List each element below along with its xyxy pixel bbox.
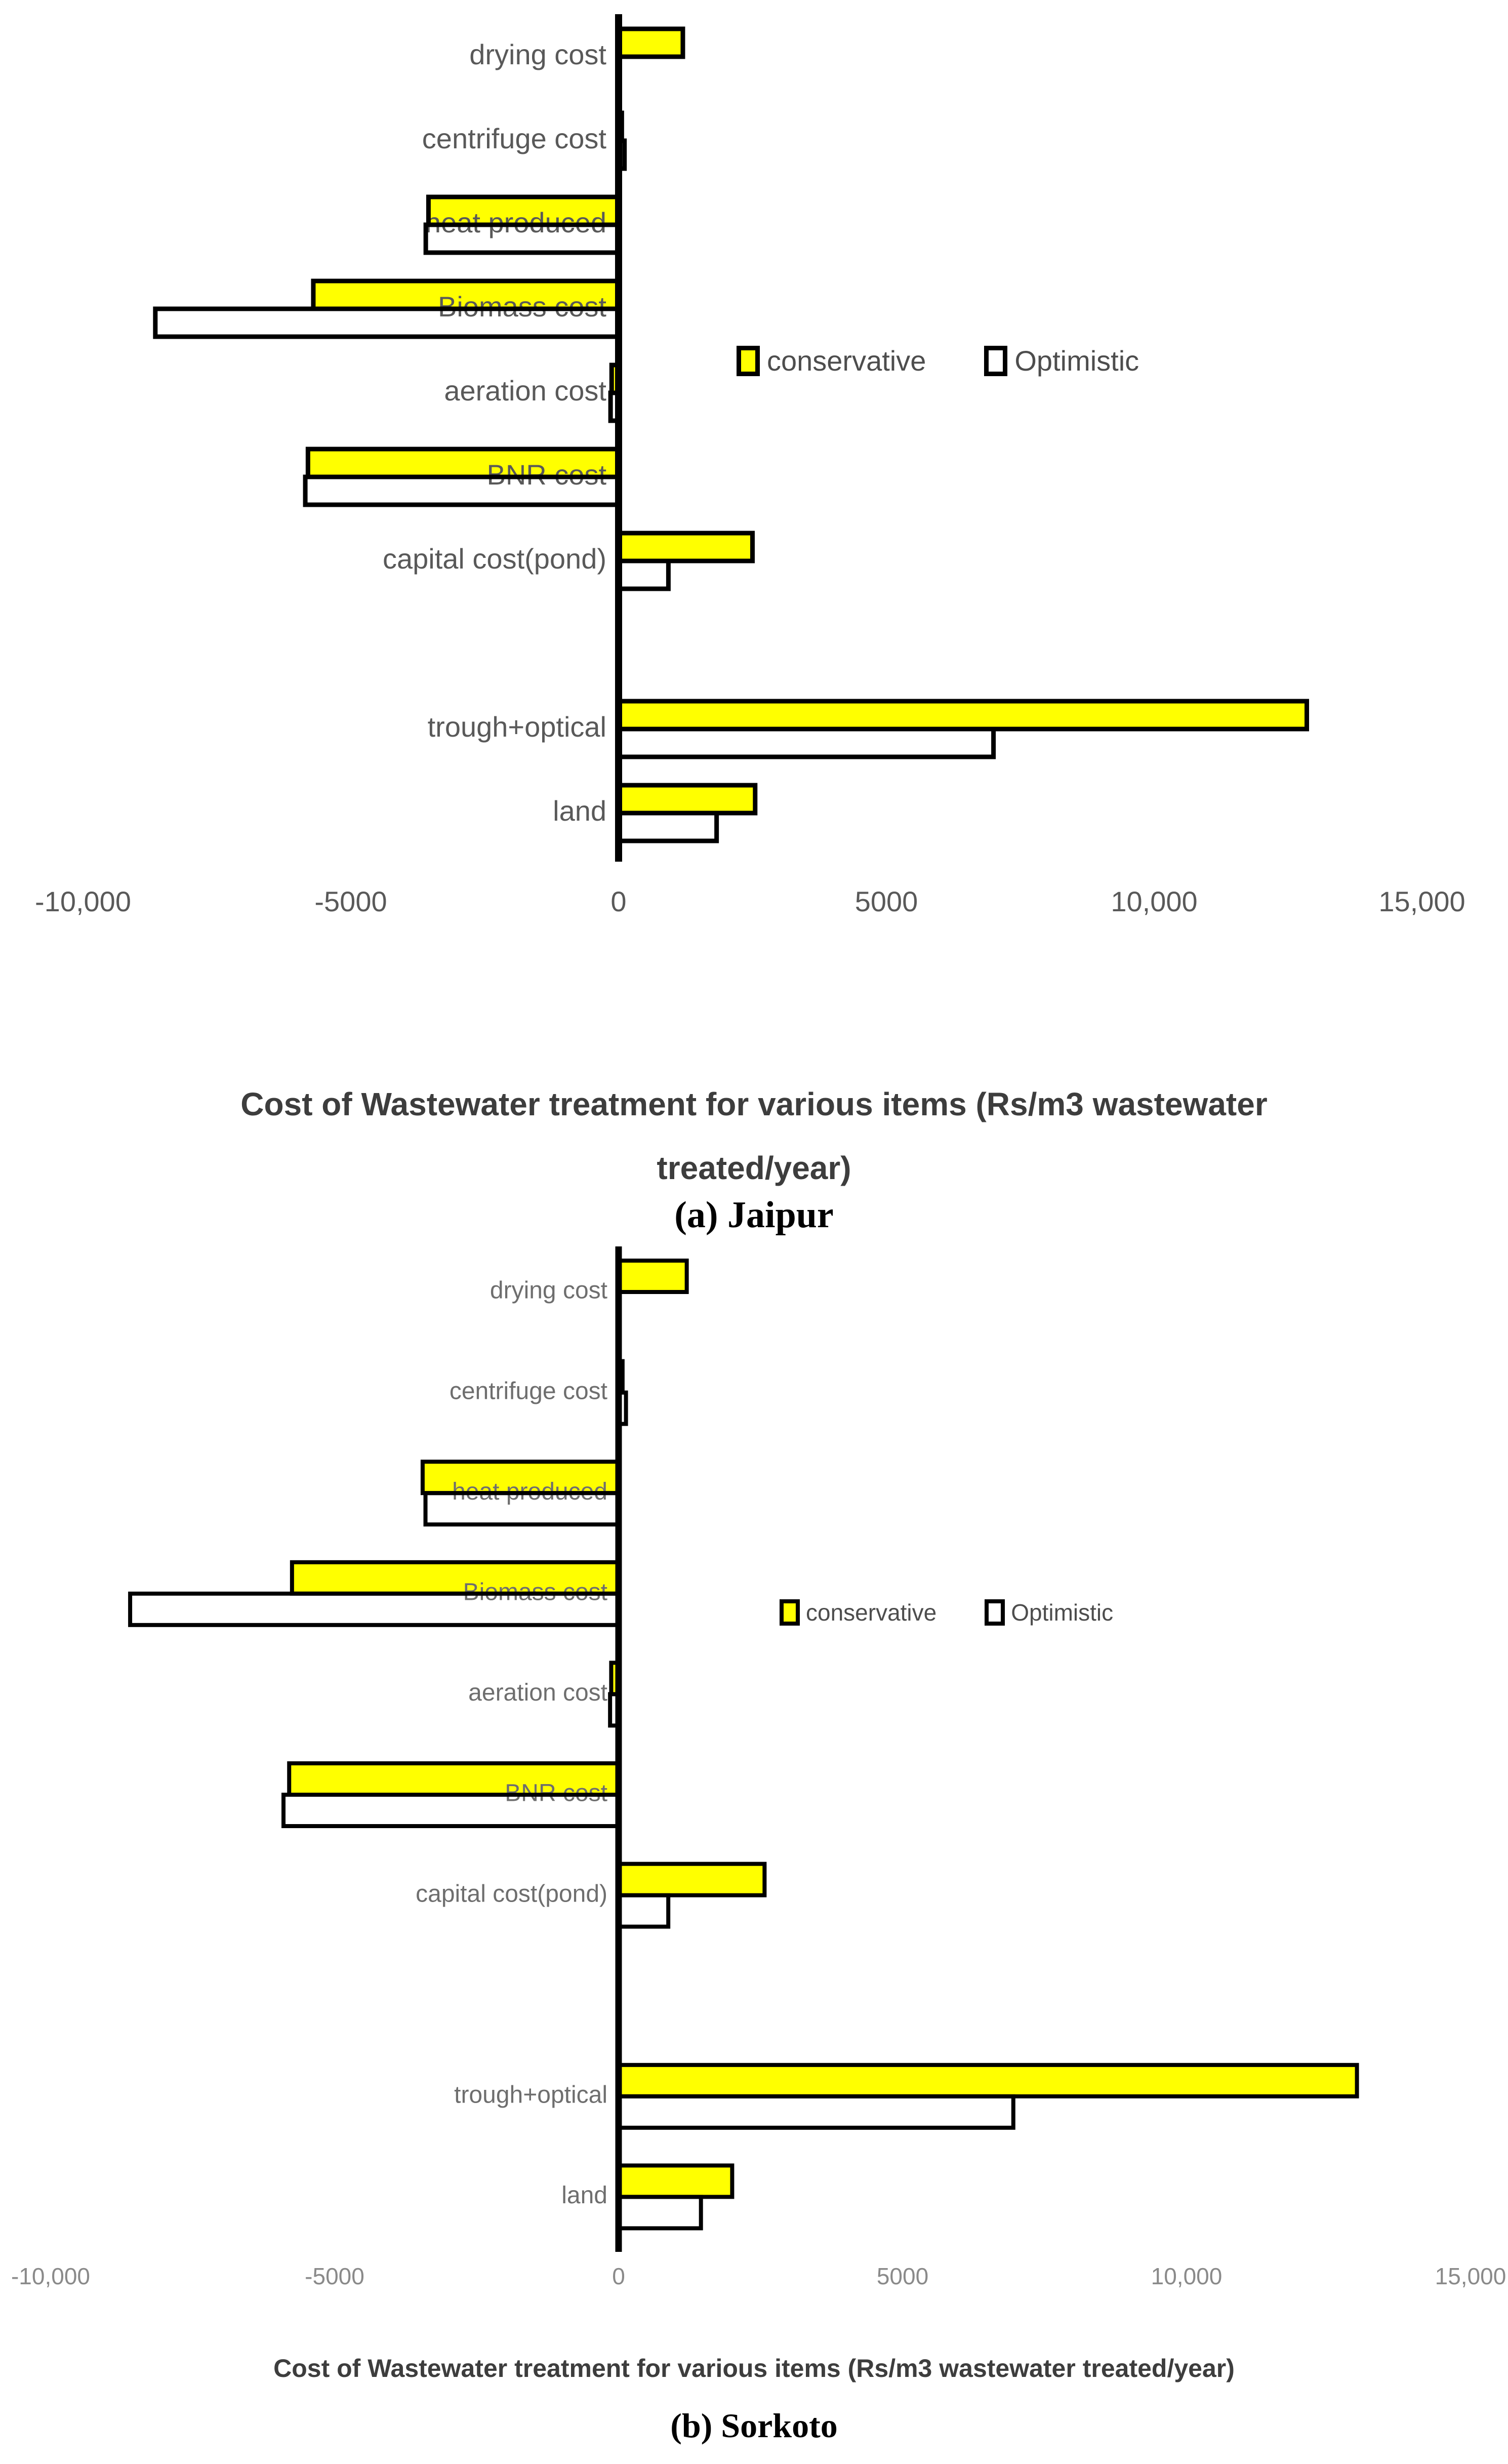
- sorkoto-legend-item-optimistic: Optimistic: [985, 1599, 1113, 1626]
- bar-fill-optimistic-bnr-cost: [283, 1795, 619, 1826]
- optimistic-swatch-icon: [985, 1599, 1005, 1626]
- optimistic-legend-label: Optimistic: [1014, 345, 1139, 377]
- bar-fill-conservative-heat-produced: [428, 197, 619, 225]
- bar-fill-conservative-drying-cost: [619, 29, 683, 57]
- category-label-centrifuge-cost: centrifuge cost: [450, 1378, 607, 1404]
- bar-fill-conservative-bnr-cost: [289, 1763, 619, 1795]
- category-label-land: land: [561, 2182, 607, 2209]
- category-label-trough-optical: trough+optical: [454, 2081, 607, 2108]
- x-tick-label--5000: -5000: [314, 885, 387, 917]
- optimistic-legend-label: Optimistic: [1011, 1599, 1114, 1626]
- bar-fill-conservative-heat-produced: [422, 1462, 619, 1493]
- jaipur-legend: conservative Optimistic: [737, 344, 1139, 377]
- x-tick-label-5000: 5000: [855, 885, 918, 917]
- conservative-legend-label: conservative: [806, 1599, 937, 1626]
- category-label-heat-produced: heat produced: [425, 207, 606, 238]
- bar-fill-conservative-bnr-cost: [308, 449, 619, 477]
- bar-fill-conservative-capital-cost-pond-: [619, 1864, 765, 1895]
- jaipur-chart-title: Cost of Wastewater treatment for various…: [0, 1072, 1508, 1200]
- category-label-drying-cost: drying cost: [469, 38, 606, 70]
- bar-fill-optimistic-trough-optical: [619, 2096, 1013, 2128]
- bar-fill-optimistic-biomass-cost: [155, 309, 619, 337]
- conservative-swatch-icon: [737, 345, 760, 376]
- x-tick-label--5000: -5000: [305, 2263, 364, 2289]
- category-label-capital-cost-pond-: capital cost(pond): [416, 1880, 607, 1907]
- x-tick-label-10-000: 10,000: [1111, 885, 1197, 917]
- category-label-biomass-cost: Biomass cost: [438, 291, 606, 322]
- jaipur-legend-item-conservative: conservative: [737, 344, 926, 377]
- bar-fill-conservative-biomass-cost: [313, 281, 619, 309]
- bar-fill-optimistic-capital-cost-pond-: [619, 1895, 669, 1927]
- sorkoto-title-line-1: Cost of Wastewater treatment for various…: [273, 2354, 1235, 2382]
- x-tick-label--10-000: -10,000: [35, 885, 131, 917]
- x-tick-label-5000: 5000: [877, 2263, 928, 2289]
- optimistic-swatch-icon: [984, 345, 1008, 376]
- jaipur-title-line-1: Cost of Wastewater treatment for various…: [240, 1086, 1268, 1122]
- bar-fill-conservative-trough-optical: [619, 2065, 1357, 2096]
- bar-fill-optimistic-heat-produced: [425, 1493, 619, 1525]
- jaipur-caption: (a) Jaipur: [674, 1194, 834, 1236]
- bar-fill-conservative-capital-cost-pond-: [619, 533, 753, 561]
- sorkoto-caption: (b) Sorkoto: [670, 2406, 838, 2445]
- bar-fill-conservative-biomass-cost: [292, 1562, 619, 1594]
- jaipur-legend-item-optimistic: Optimistic: [984, 344, 1139, 377]
- sorkoto-chart-title: Cost of Wastewater treatment for various…: [0, 2353, 1508, 2384]
- conservative-legend-label: conservative: [767, 345, 926, 377]
- category-label-aeration-cost: aeration cost: [444, 375, 606, 407]
- bar-fill-optimistic-heat-produced: [426, 225, 619, 253]
- x-tick-label-15-000: 15,000: [1435, 2263, 1506, 2289]
- x-tick-label-0: 0: [610, 885, 626, 917]
- bar-fill-conservative-drying-cost: [619, 1261, 687, 1292]
- jaipur-title-line-2: treated/year): [657, 1150, 851, 1186]
- bar-fill-conservative-land: [619, 2165, 732, 2197]
- bar-fill-optimistic-land: [619, 813, 717, 841]
- category-label-capital-cost-pond-: capital cost(pond): [383, 543, 606, 575]
- category-label-centrifuge-cost: centrifuge cost: [422, 123, 607, 154]
- x-tick-label-0: 0: [612, 2263, 625, 2289]
- bar-fill-optimistic-bnr-cost: [305, 477, 619, 505]
- x-tick-label--10-000: -10,000: [11, 2263, 90, 2289]
- bar-fill-conservative-trough-optical: [619, 701, 1307, 729]
- x-tick-label-10-000: 10,000: [1151, 2263, 1222, 2289]
- bar-fill-optimistic-biomass-cost: [130, 1593, 619, 1625]
- category-label-aeration-cost: aeration cost: [468, 1679, 607, 1706]
- category-label-trough-optical: trough+optical: [428, 711, 606, 743]
- category-label-drying-cost: drying cost: [490, 1277, 607, 1304]
- sorkoto-legend-item-conservative: conservative: [780, 1599, 936, 1626]
- jaipur-plot-area: drying cost centrifuge cost heat produced B…: [35, 14, 1465, 917]
- category-label-bnr-cost: BNR cost: [487, 459, 607, 491]
- bar-fill-optimistic-trough-optical: [619, 729, 994, 757]
- conservative-swatch-icon: [780, 1599, 800, 1626]
- sorkoto-legend: conservative Optimistic: [780, 1599, 1113, 1626]
- bar-fill-optimistic-capital-cost-pond-: [619, 561, 669, 589]
- bar-fill-conservative-land: [619, 785, 755, 813]
- bar-fill-optimistic-land: [619, 2197, 701, 2229]
- x-tick-label-15-000: 15,000: [1378, 885, 1465, 917]
- category-label-land: land: [553, 795, 606, 827]
